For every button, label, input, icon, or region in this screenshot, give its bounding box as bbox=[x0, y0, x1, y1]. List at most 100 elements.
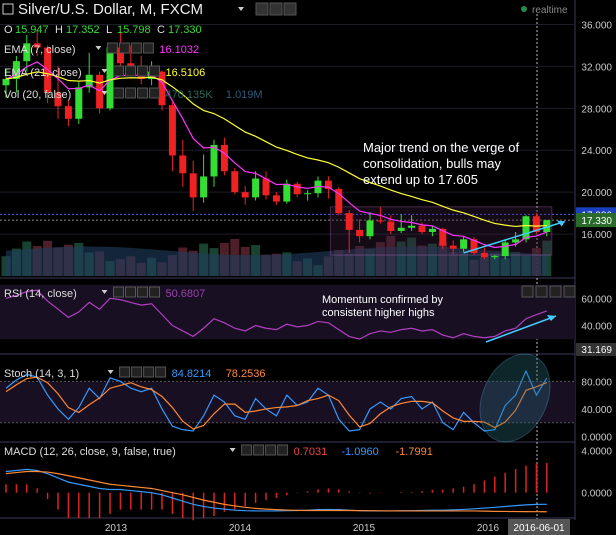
rsi-eye-icon[interactable] bbox=[125, 286, 136, 298]
x-current-box bbox=[508, 519, 570, 535]
chart-title: Silver/U.S. Dollar, M, FXCM bbox=[18, 1, 203, 18]
candle bbox=[304, 190, 312, 201]
macd-close-icon[interactable] bbox=[277, 444, 289, 456]
candle bbox=[168, 102, 176, 172]
stoch-eye-icon[interactable] bbox=[131, 366, 143, 378]
price-tick-label: 16.000 bbox=[581, 230, 612, 241]
x-current-label: 2016-06-01 bbox=[513, 523, 565, 534]
ema21-eye-icon[interactable] bbox=[125, 65, 136, 77]
ema7-close-icon[interactable] bbox=[142, 42, 154, 54]
ohlc-value: 15.798 bbox=[117, 24, 151, 36]
ohlc-key: H bbox=[55, 24, 63, 36]
rsi-arrow-head bbox=[547, 315, 556, 321]
candle bbox=[158, 70, 166, 111]
candle bbox=[2, 68, 10, 98]
candle bbox=[272, 192, 280, 205]
price-tick-label: 36.000 bbox=[581, 20, 612, 31]
trend-arrow-head bbox=[556, 220, 565, 227]
ema21-value: 16.5106 bbox=[166, 67, 206, 79]
candle bbox=[293, 181, 301, 198]
rsi-arrow bbox=[485, 315, 557, 343]
gear-icon[interactable] bbox=[255, 2, 269, 16]
rsi-annotation-line: Momentum confirmed by bbox=[322, 294, 444, 306]
rsi-pane-arrow-down-icon[interactable] bbox=[549, 285, 562, 298]
stoch-k-line bbox=[5, 369, 548, 432]
macd-tick-label: 4.0000 bbox=[581, 446, 612, 457]
vol-plus-icon[interactable] bbox=[137, 87, 148, 99]
stoch-tick-label: 80.000 bbox=[581, 377, 612, 388]
stoch-band bbox=[0, 381, 575, 423]
rsi-dropdown-icon[interactable] bbox=[101, 290, 108, 294]
realtime-dot-icon bbox=[521, 6, 527, 12]
candle bbox=[179, 139, 187, 187]
candle bbox=[106, 45, 114, 111]
rsi-pane-arrow-down-icon[interactable] bbox=[535, 285, 548, 298]
vol-label: Vol (20, false) bbox=[4, 89, 71, 101]
rsi-tick-label: 40.000 bbox=[581, 322, 612, 333]
candle bbox=[522, 215, 530, 243]
stoch-close-icon[interactable] bbox=[155, 366, 167, 378]
price-tick-label: 32.000 bbox=[581, 62, 612, 73]
stoch-plus-icon[interactable] bbox=[143, 366, 155, 378]
stoch-value: 84.8214 bbox=[172, 368, 212, 380]
macd-label: MACD (12, 26, close, 9, false, true) bbox=[4, 446, 176, 458]
ema21-gear-icon[interactable] bbox=[113, 65, 124, 77]
realtime-label: realtime bbox=[532, 5, 568, 16]
main-annotation-line: extend up to 17.605 bbox=[363, 172, 478, 187]
candle bbox=[449, 240, 457, 254]
rsi-pane-close-icon[interactable] bbox=[563, 285, 576, 298]
ema7-eye-icon[interactable] bbox=[118, 42, 130, 54]
ema21-dropdown-icon[interactable] bbox=[101, 69, 108, 73]
collapse-icon[interactable] bbox=[2, 3, 14, 15]
price-tick-label: 28.000 bbox=[581, 104, 612, 115]
candle bbox=[200, 154, 208, 203]
ohlc-value: 17.330 bbox=[168, 24, 202, 36]
rsi-tick-label: 60.000 bbox=[581, 294, 612, 305]
vol-gear-icon[interactable] bbox=[113, 87, 124, 99]
macd-plus-icon[interactable] bbox=[265, 444, 277, 456]
rsi-band bbox=[0, 284, 575, 340]
macd-value: -1.7991 bbox=[396, 446, 433, 458]
price-marker-box bbox=[576, 213, 616, 228]
ema7-line bbox=[5, 61, 548, 249]
rsi-close-icon[interactable] bbox=[149, 286, 160, 298]
ema21-close-icon[interactable] bbox=[149, 65, 160, 77]
candle bbox=[54, 66, 62, 119]
ema7-dropdown-icon[interactable] bbox=[95, 46, 102, 50]
ema7-label: EMA (7, close) bbox=[4, 44, 76, 56]
vol-eye-icon[interactable] bbox=[125, 87, 136, 99]
dropdown-arrow-icon[interactable] bbox=[238, 7, 244, 11]
rsi-value: 50.6807 bbox=[166, 288, 206, 300]
vol-dropdown-icon[interactable] bbox=[101, 91, 108, 95]
ema7-plus-icon[interactable] bbox=[130, 42, 142, 54]
macd-eye-icon[interactable] bbox=[253, 444, 265, 456]
rsi-label: RSI (14, close) bbox=[4, 288, 77, 300]
candle bbox=[460, 236, 468, 252]
plus-icon[interactable] bbox=[283, 2, 297, 16]
price-tick-label: 20.000 bbox=[581, 188, 612, 199]
rsi-pane-arrow-up-icon[interactable] bbox=[521, 285, 534, 298]
stoch-tick-label: 40.000 bbox=[581, 405, 612, 416]
candle bbox=[64, 99, 72, 127]
candle bbox=[283, 179, 291, 204]
ema7-gear-icon[interactable] bbox=[106, 42, 118, 54]
price-tick-label: 24.000 bbox=[581, 146, 612, 157]
stoch-label: Stoch (14, 3, 1) bbox=[4, 368, 79, 380]
stoch-tick-label: 0.0000 bbox=[581, 433, 612, 444]
main-annotation-line: consolidation, bulls may bbox=[363, 156, 502, 171]
candle bbox=[387, 215, 395, 235]
stoch-gear-icon[interactable] bbox=[119, 366, 131, 378]
macd-gear-icon[interactable] bbox=[241, 444, 253, 456]
stoch-dropdown-icon[interactable] bbox=[107, 370, 114, 374]
main-annotation-line: Major trend on the verge of bbox=[363, 140, 519, 155]
candle bbox=[96, 71, 104, 114]
vol-close-icon[interactable] bbox=[149, 87, 160, 99]
ema21-plus-icon[interactable] bbox=[137, 65, 148, 77]
macd-value: 0.7031 bbox=[294, 446, 328, 458]
macd-dropdown-icon[interactable] bbox=[229, 448, 236, 452]
x-tick-label: 2013 bbox=[105, 523, 128, 534]
rsi-gear-icon[interactable] bbox=[113, 286, 124, 298]
eye-icon[interactable] bbox=[269, 2, 283, 16]
candle bbox=[252, 171, 260, 201]
rsi-plus-icon[interactable] bbox=[137, 286, 148, 298]
